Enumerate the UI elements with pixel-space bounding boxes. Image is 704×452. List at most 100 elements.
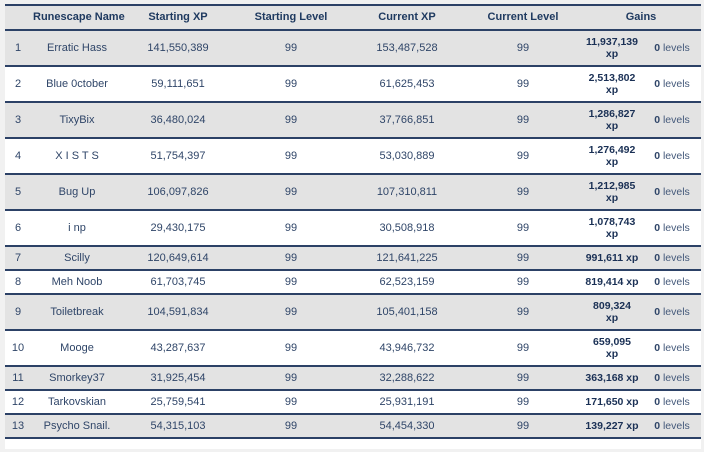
gains-levels-value: 0 xyxy=(654,342,661,354)
rank-cell: 1 xyxy=(14,42,22,54)
gains-levels-unit: levels xyxy=(662,222,690,234)
gains-levels-unit: levels xyxy=(662,114,690,126)
table-row: 13 Psycho Snail. 54,315,103 99 54,454,33… xyxy=(5,414,702,438)
gains-xp-cell: 1,286,827 xp xyxy=(588,108,636,132)
gains-levels-cell: 0 levels xyxy=(643,270,701,294)
gains-xp-cell: 991,611 xp xyxy=(585,252,639,264)
starting-xp-cell: 25,759,541 xyxy=(150,396,206,408)
current-level-cell: 99 xyxy=(516,306,530,318)
rank-cell: 11 xyxy=(12,372,24,384)
player-name-link[interactable]: Erratic Hass xyxy=(47,42,107,54)
current-xp-cell: 53,030,889 xyxy=(379,150,435,162)
gains-levels-cell: 0 levels xyxy=(643,102,701,138)
rank-cell: 10 xyxy=(11,342,25,354)
current-xp-cell: 30,508,918 xyxy=(379,222,435,234)
gains-levels-cell: 0 levels xyxy=(643,390,701,414)
table-row: 8 Meh Noob 61,703,745 99 62,523,159 99 8… xyxy=(5,270,702,294)
current-xp-cell: 62,523,159 xyxy=(379,276,435,288)
starting-xp-cell: 141,550,389 xyxy=(147,42,209,54)
col-header-current-xp: Current XP xyxy=(378,11,436,23)
current-xp-cell: 32,288,622 xyxy=(379,372,435,384)
current-xp-cell: 121,641,225 xyxy=(376,252,438,264)
current-level-cell: 99 xyxy=(516,372,530,384)
empty-cell xyxy=(123,438,233,449)
current-xp-cell: 153,487,528 xyxy=(376,42,438,54)
gains-levels-unit: levels xyxy=(662,276,690,288)
player-name-link[interactable]: Meh Noob xyxy=(51,276,103,288)
player-name-link[interactable]: Toiletbreak xyxy=(50,306,104,318)
player-name-link[interactable]: i np xyxy=(68,222,86,234)
rank-cell: 5 xyxy=(14,186,22,198)
table-body: 1 Erratic Hass 141,550,389 99 153,487,52… xyxy=(5,30,702,449)
gains-xp-cell: 809,324 xp xyxy=(593,300,631,324)
player-name-link[interactable]: Mooge xyxy=(60,342,94,354)
table-row: 6 i np 29,430,175 99 30,508,918 99 1,078… xyxy=(5,210,702,246)
gains-levels-value: 0 xyxy=(654,78,661,90)
gains-levels-value: 0 xyxy=(654,252,661,264)
gains-levels-cell: 0 levels xyxy=(643,174,701,210)
gains-levels-unit: levels xyxy=(662,150,690,162)
starting-xp-cell: 31,925,454 xyxy=(150,372,206,384)
gains-levels-cell: 0 levels xyxy=(643,138,701,174)
player-name-link[interactable]: Blue 0ctober xyxy=(46,78,108,90)
gains-levels-unit: levels xyxy=(662,252,690,264)
player-name-link[interactable]: X I S T S xyxy=(55,150,99,162)
empty-cell xyxy=(349,438,465,449)
gains-levels-unit: levels xyxy=(662,396,690,408)
player-name-link[interactable]: Scilly xyxy=(64,252,90,264)
starting-level-cell: 99 xyxy=(284,342,298,354)
gains-levels-value: 0 xyxy=(654,114,661,126)
starting-xp-cell: 59,111,651 xyxy=(151,78,205,90)
table-row: 12 Tarkovskian 25,759,541 99 25,931,191 … xyxy=(5,390,702,414)
gains-levels-value: 0 xyxy=(654,42,661,54)
starting-level-cell: 99 xyxy=(284,276,298,288)
current-level-cell: 99 xyxy=(516,276,530,288)
table-row: 3 TixyBix 36,480,024 99 37,766,851 99 1,… xyxy=(5,102,702,138)
current-xp-cell: 43,946,732 xyxy=(379,342,435,354)
empty-cell xyxy=(31,438,123,449)
table-row: 5 Bug Up 106,097,826 99 107,310,811 99 1… xyxy=(5,174,702,210)
gains-levels-value: 0 xyxy=(654,420,661,432)
gains-levels-value: 0 xyxy=(654,186,661,198)
player-name-link[interactable]: Psycho Snail. xyxy=(43,420,111,432)
table-row xyxy=(5,438,702,449)
current-level-cell: 99 xyxy=(516,252,530,264)
gains-levels-unit: levels xyxy=(662,78,690,90)
current-xp-cell: 105,401,158 xyxy=(376,306,438,318)
player-name-link[interactable]: Bug Up xyxy=(58,186,96,198)
player-name-link[interactable]: Tarkovskian xyxy=(47,396,107,408)
col-header-current-level: Current Level xyxy=(487,11,559,23)
empty-cell xyxy=(5,438,31,449)
current-level-cell: 99 xyxy=(516,396,530,408)
empty-cell xyxy=(465,438,581,449)
starting-level-cell: 99 xyxy=(284,222,298,234)
gains-levels-unit: levels xyxy=(662,372,690,384)
gains-xp-cell: 11,937,139 xp xyxy=(586,36,638,60)
rank-cell: 7 xyxy=(14,252,22,264)
current-xp-cell: 54,454,330 xyxy=(379,420,435,432)
table-row: 9 Toiletbreak 104,591,834 99 105,401,158… xyxy=(5,294,702,330)
starting-level-cell: 99 xyxy=(284,252,298,264)
player-name-link[interactable]: TixyBix xyxy=(59,114,95,126)
current-level-cell: 99 xyxy=(516,42,530,54)
starting-level-cell: 99 xyxy=(284,114,298,126)
current-xp-cell: 61,625,453 xyxy=(379,78,435,90)
table-row: 2 Blue 0ctober 59,111,651 99 61,625,453 … xyxy=(5,66,702,102)
current-level-cell: 99 xyxy=(516,114,530,126)
player-name-link[interactable]: Smorkey37 xyxy=(49,372,105,384)
starting-level-cell: 99 xyxy=(284,396,298,408)
gains-levels-value: 0 xyxy=(654,372,661,384)
current-level-cell: 99 xyxy=(516,342,530,354)
gains-levels-cell: 0 levels xyxy=(643,246,701,270)
starting-xp-cell: 61,703,745 xyxy=(150,276,206,288)
starting-xp-cell: 120,649,614 xyxy=(147,252,209,264)
starting-xp-cell: 36,480,024 xyxy=(150,114,206,126)
gains-xp-cell: 1,276,492 xp xyxy=(588,144,636,168)
gains-xp-cell: 659,095 xp xyxy=(593,336,631,360)
current-xp-cell: 37,766,851 xyxy=(379,114,435,126)
gains-levels-cell: 0 levels xyxy=(643,66,701,102)
empty-cell xyxy=(581,438,643,449)
col-header-runescape-name: Runescape Name xyxy=(33,11,125,23)
starting-xp-cell: 43,287,637 xyxy=(150,342,206,354)
